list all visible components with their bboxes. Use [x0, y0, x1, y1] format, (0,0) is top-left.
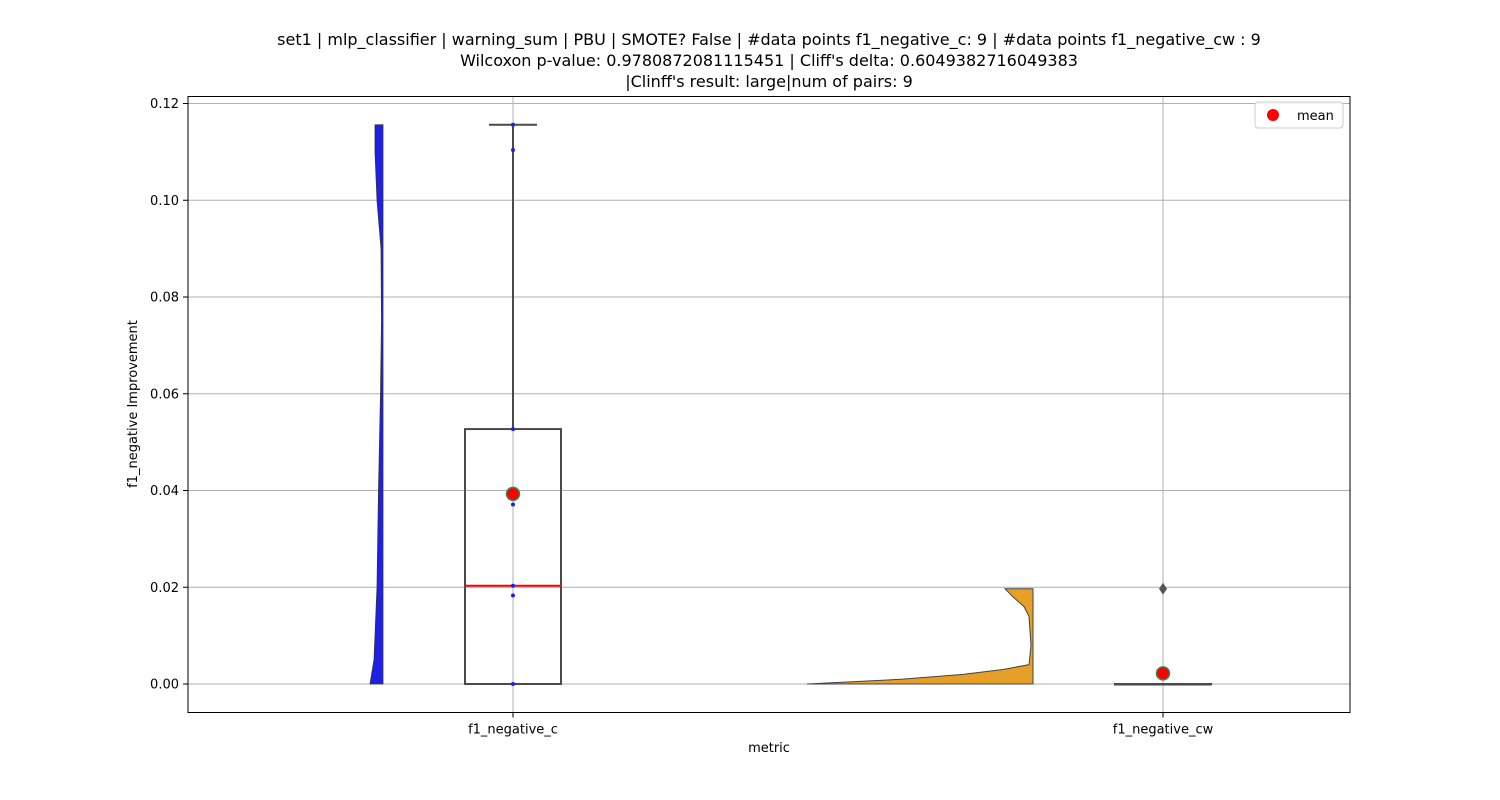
data-point — [511, 427, 515, 432]
violin-f1_negative_c — [369, 124, 384, 685]
x-tick-label: f1_negative_c — [468, 723, 558, 738]
y-tick-label: 0.02 — [150, 581, 179, 596]
plot-area-frame — [187, 96, 1351, 713]
violins — [369, 124, 1034, 685]
y-tick-label: 0.04 — [150, 484, 179, 499]
mean-marker — [505, 486, 521, 502]
legend-box — [1254, 101, 1344, 129]
legend-label: mean — [1297, 109, 1334, 124]
y-tick-label: 0.00 — [150, 678, 179, 693]
x-axis-label: metric — [748, 741, 790, 756]
data-point — [511, 583, 515, 588]
mean-marker — [1155, 666, 1171, 681]
y-tick-label: 0.12 — [150, 97, 179, 112]
y-tick-label: 0.06 — [150, 387, 179, 402]
x-tick-label: f1_negative_cw — [1113, 723, 1214, 738]
data-point — [511, 682, 515, 686]
data-point — [511, 593, 515, 598]
grid-lines — [188, 96, 1350, 713]
boxplots — [464, 122, 1212, 686]
chart-title-line-1: set1 | mlp_classifier | warning_sum | PB… — [277, 30, 1261, 49]
chart-title-line-2: Wilcoxon p-value: 0.9780872081115451 | C… — [460, 51, 1078, 70]
data-point — [511, 122, 515, 127]
legend: mean — [1254, 101, 1344, 129]
data-point — [511, 502, 515, 507]
legend-mean-marker — [1267, 109, 1279, 121]
y-tick-label: 0.08 — [150, 291, 179, 306]
chart-title-line-3: |Clinff's result: large|num of pairs: 9 — [625, 72, 913, 91]
y-tick-label: 0.10 — [150, 194, 179, 209]
x-axis-ticks: f1_negative_c f1_negative_cw — [468, 712, 1214, 738]
data-point — [511, 147, 515, 152]
y-axis-ticks: 0.00 0.02 0.04 0.06 0.08 0.10 0.12 — [150, 97, 188, 693]
outlier-point — [1159, 582, 1167, 595]
y-axis-label: f1_negative Improvement — [126, 320, 141, 488]
violin-f1_negative_cw — [806, 588, 1034, 685]
box-iqr — [1114, 683, 1212, 686]
